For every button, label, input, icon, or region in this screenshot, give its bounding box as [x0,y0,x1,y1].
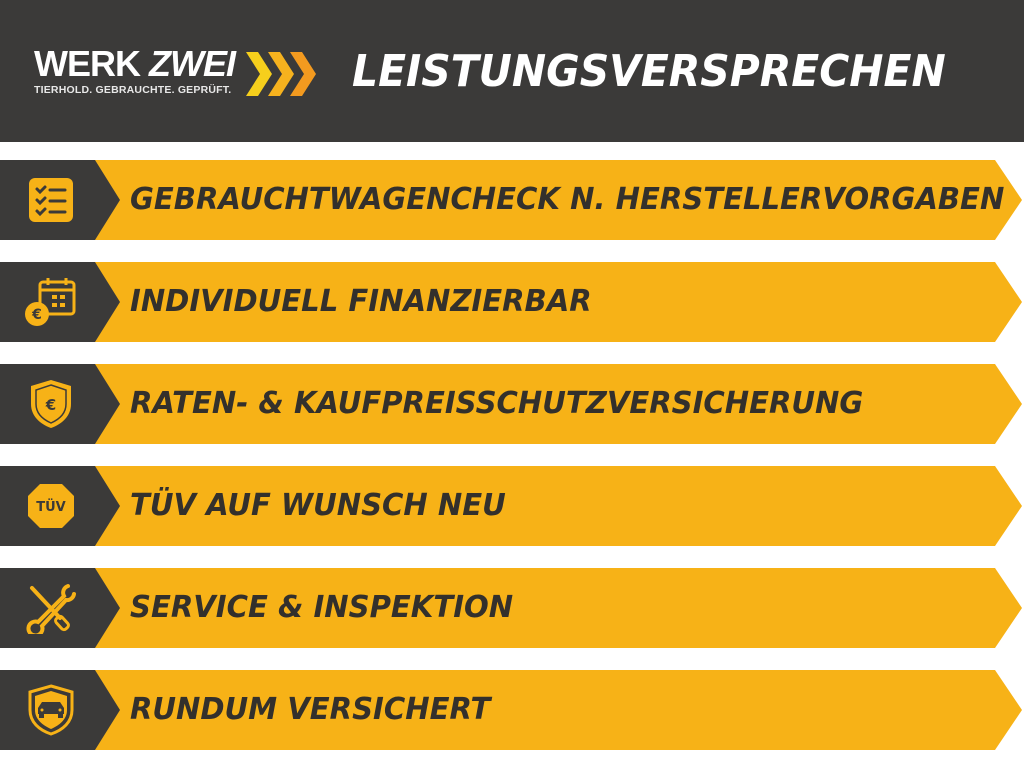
logo-word-zwei: ZWEI [149,43,236,84]
yellow-banner [90,262,1022,342]
werkzwei-logo: WERK ZWEI TIERHOLD. GEBRAUCHTE. GEPRÜFT. [34,43,236,97]
feature-row: SERVICE & INSPEKTION [0,568,1024,648]
page-title: LEISTUNGSVERSPRECHEN [352,46,946,97]
wrench-screwdriver-icon [26,584,76,634]
shield-car-icon [28,684,74,736]
tuev-badge-icon: TÜV [28,484,74,528]
svg-text:€: € [31,307,42,323]
yellow-banner [90,568,1022,648]
header: WERK ZWEI TIERHOLD. GEBRAUCHTE. GEPRÜFT.… [0,0,1024,142]
feature-row: GEBRAUCHTWAGENCHECK N. HERSTELLERVORGABE… [0,160,1024,240]
calendar-euro-icon: € [25,278,76,326]
feature-row: RUNDUM VERSICHERT [0,670,1024,750]
yellow-banner [90,364,1022,444]
checklist-icon [29,178,73,222]
icon-tab [0,262,120,342]
tuev-badge-text: TÜV [36,499,66,515]
feature-label: TÜV AUF WUNSCH NEU [130,488,506,523]
feature-row: TÜV TÜV AUF WUNSCH NEU [0,466,1024,546]
logo-word-werk: WERK [34,43,141,84]
feature-label: RATEN- & KAUFPREISSCHUTZVERSICHERUNG [130,386,864,421]
logo-tagline: TIERHOLD. GEBRAUCHTE. GEPRÜFT. [34,84,232,96]
feature-row: € INDIVIDUELL FINANZIERBAR [0,262,1024,342]
yellow-banner [90,670,1022,750]
feature-row: € RATEN- & KAUFPREISSCHUTZVERSICHERUNG [0,364,1024,444]
feature-label: SERVICE & INSPEKTION [130,590,514,625]
yellow-banner [90,466,1022,546]
feature-label: RUNDUM VERSICHERT [130,692,491,727]
yellow-banner [90,160,1022,240]
feature-label: GEBRAUCHTWAGENCHECK N. HERSTELLERVORGABE… [130,182,1005,217]
feature-label: INDIVIDUELL FINANZIERBAR [130,284,592,319]
logo-chevrons-icon [246,52,316,96]
svg-text:€: € [45,396,56,414]
shield-euro-icon: € [31,380,71,428]
